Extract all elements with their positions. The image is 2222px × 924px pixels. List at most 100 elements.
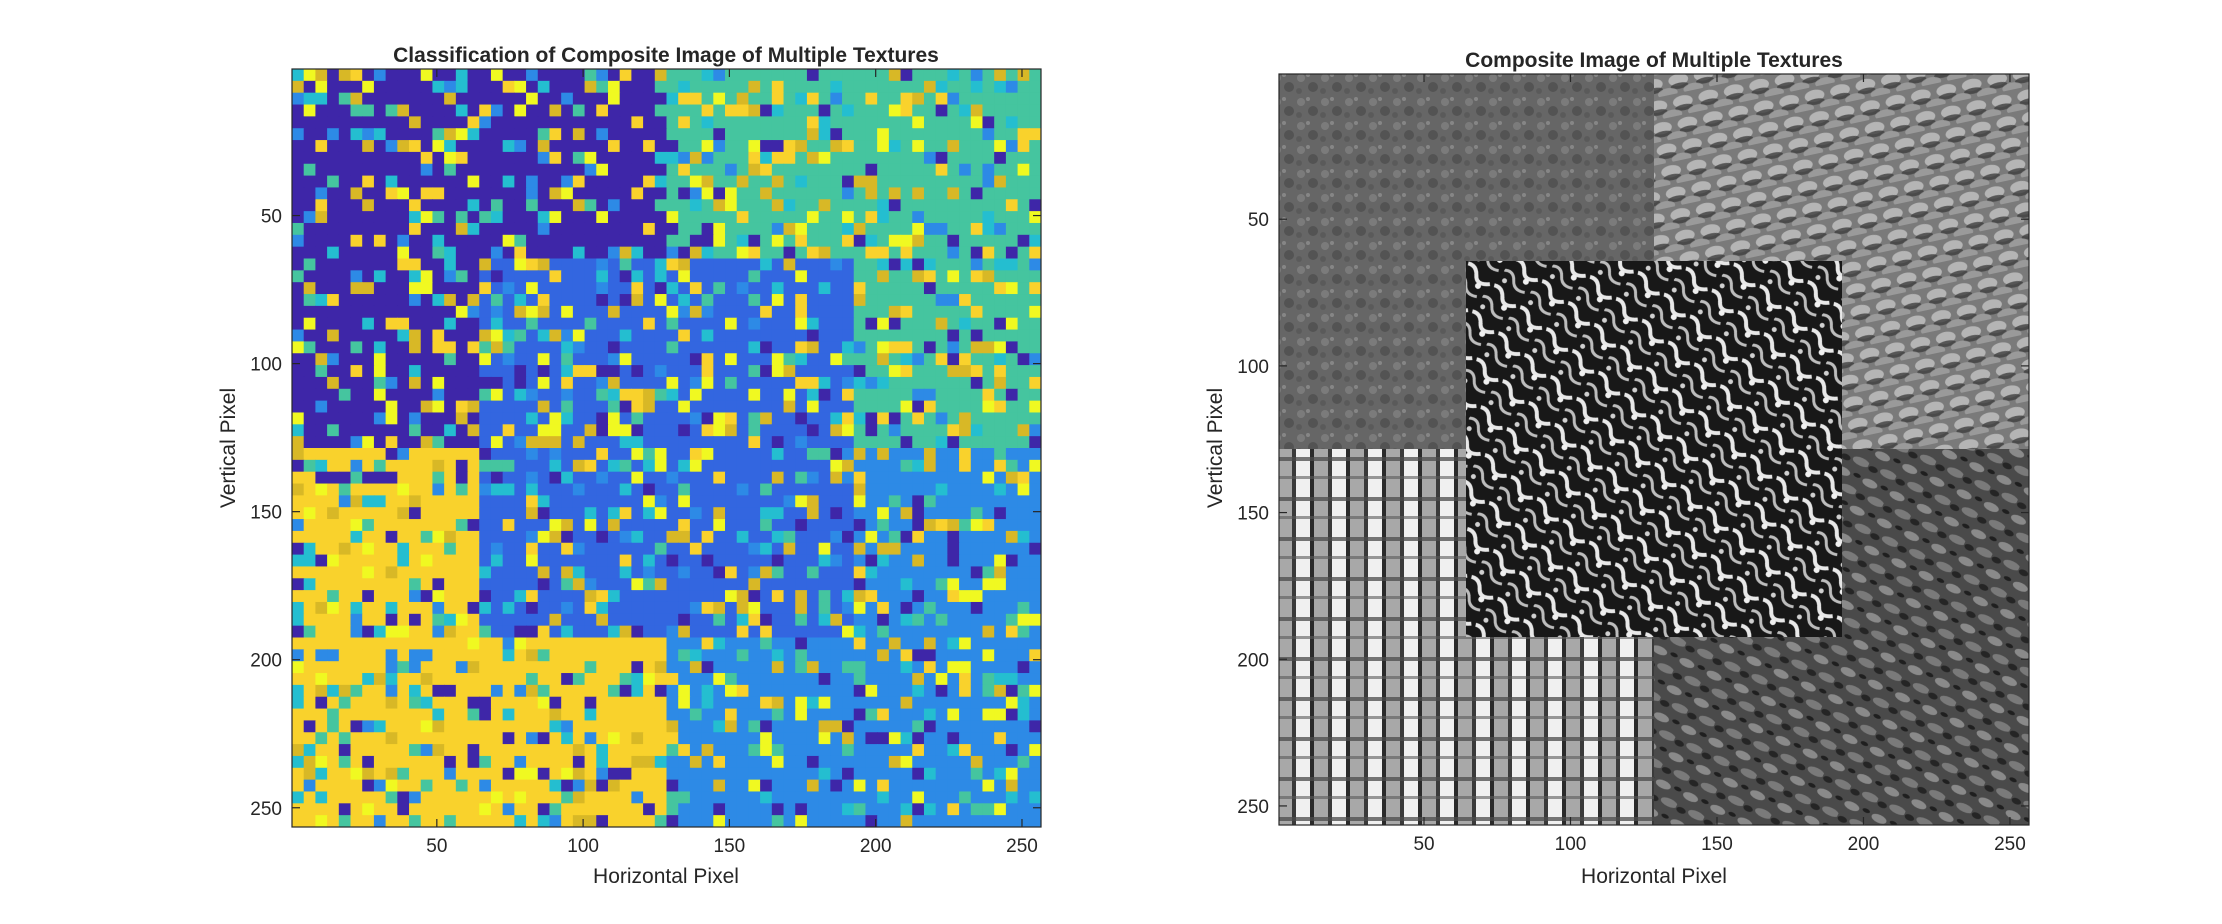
class-pixel-block: [467, 163, 480, 177]
class-pixel-block: [736, 80, 750, 94]
class-pixel-block: [303, 104, 317, 117]
class-pixel-block: [315, 732, 328, 745]
class-pixel-block: [678, 554, 691, 568]
class-pixel-block: [888, 791, 902, 804]
class-pixel-block: [467, 258, 480, 271]
class-pixel-block: [549, 566, 562, 579]
class-pixel-block: [654, 400, 668, 414]
class-pixel-block: [502, 448, 515, 461]
class-pixel-block: [397, 720, 410, 733]
class-pixel-block: [771, 779, 785, 793]
class-pixel-block: [994, 151, 1007, 165]
class-pixel-block: [877, 519, 890, 532]
class-pixel-block: [666, 625, 679, 639]
class-pixel-block: [982, 270, 995, 283]
class-pixel-block: [748, 459, 761, 473]
class-pixel-block: [561, 400, 574, 414]
class-pixel-block: [853, 530, 867, 544]
class-pixel-block: [432, 412, 445, 425]
class-pixel-block: [713, 234, 726, 248]
class-pixel-block: [818, 376, 831, 390]
class-pixel-block: [701, 270, 714, 283]
class-pixel-block: [420, 554, 434, 568]
class-pixel-block: [1029, 519, 1041, 532]
class-pixel-block: [994, 222, 1007, 236]
class-pixel-block: [572, 376, 586, 390]
class-pixel-block: [888, 519, 902, 532]
class-pixel-block: [397, 554, 410, 568]
class-pixel-block: [713, 305, 726, 319]
class-pixel-block: [537, 483, 551, 496]
class-pixel-block: [923, 317, 937, 331]
class-pixel-block: [607, 661, 621, 674]
class-pixel-block: [619, 637, 632, 650]
class-pixel-block: [877, 744, 890, 757]
class-pixel-block: [362, 708, 375, 722]
class-pixel-block: [935, 779, 948, 793]
class-pixel-block: [537, 69, 551, 82]
class-pixel-block: [327, 294, 340, 307]
class-pixel-block: [631, 637, 644, 650]
class-pixel-block: [923, 412, 937, 425]
class-pixel-block: [900, 625, 913, 639]
class-pixel-block: [701, 448, 714, 461]
class-pixel-block: [643, 649, 656, 662]
class-pixel-block: [689, 542, 703, 556]
class-pixel-block: [643, 684, 656, 698]
class-pixel-block: [935, 187, 948, 200]
class-pixel-block: [502, 673, 515, 686]
class-pixel-block: [666, 92, 679, 106]
class-pixel-block: [631, 684, 644, 698]
classification-axes-box: [291, 68, 1042, 828]
class-pixel-block: [935, 732, 948, 745]
class-pixel-block: [409, 507, 422, 520]
class-pixel-block: [338, 613, 352, 627]
class-pixel-block: [643, 495, 656, 508]
class-pixel-block: [397, 163, 410, 177]
x-tick-label: 150: [1701, 834, 1733, 855]
class-pixel-block: [959, 175, 972, 189]
class-pixel-block: [514, 128, 527, 141]
class-pixel-block: [619, 163, 632, 177]
class-pixel-block: [526, 779, 539, 793]
class-pixel-block: [982, 341, 995, 354]
class-pixel-block: [725, 483, 738, 496]
class-pixel-block: [444, 116, 457, 129]
class-pixel-block: [350, 637, 363, 650]
class-pixel-block: [1005, 448, 1019, 461]
class-pixel-block: [432, 613, 445, 627]
class-pixel-block: [643, 554, 656, 568]
class-pixel-block: [818, 696, 831, 710]
class-pixel-block: [736, 637, 750, 650]
class-pixel-block: [327, 424, 340, 437]
class-pixel-block: [725, 80, 738, 94]
class-pixel-block: [537, 601, 551, 615]
class-pixel-block: [970, 637, 984, 650]
class-pixel-block: [689, 673, 703, 686]
class-pixel-block: [490, 222, 504, 236]
class-pixel-block: [795, 720, 808, 733]
class-pixel-block: [830, 104, 843, 117]
class-pixel-block: [327, 376, 340, 390]
class-pixel-block: [678, 507, 691, 520]
class-pixel-block: [795, 696, 808, 710]
class-pixel-block: [338, 495, 352, 508]
class-pixel-block: [607, 163, 621, 177]
class-pixel-block: [373, 365, 387, 378]
class-pixel-block: [689, 684, 703, 698]
class-pixel-block: [783, 175, 796, 189]
class-pixel-block: [455, 566, 469, 579]
class-pixel-block: [432, 542, 445, 556]
class-pixel-block: [385, 673, 398, 686]
class-pixel-block: [549, 696, 562, 710]
class-pixel-block: [303, 436, 317, 449]
class-pixel-block: [760, 519, 773, 532]
class-pixel-block: [760, 211, 773, 224]
class-pixel-block: [666, 483, 679, 496]
class-pixel-block: [373, 246, 387, 260]
class-pixel-block: [795, 222, 808, 236]
class-pixel-block: [888, 566, 902, 579]
class-pixel-block: [455, 400, 469, 414]
class-pixel-block: [806, 116, 820, 129]
class-pixel-block: [771, 104, 785, 117]
